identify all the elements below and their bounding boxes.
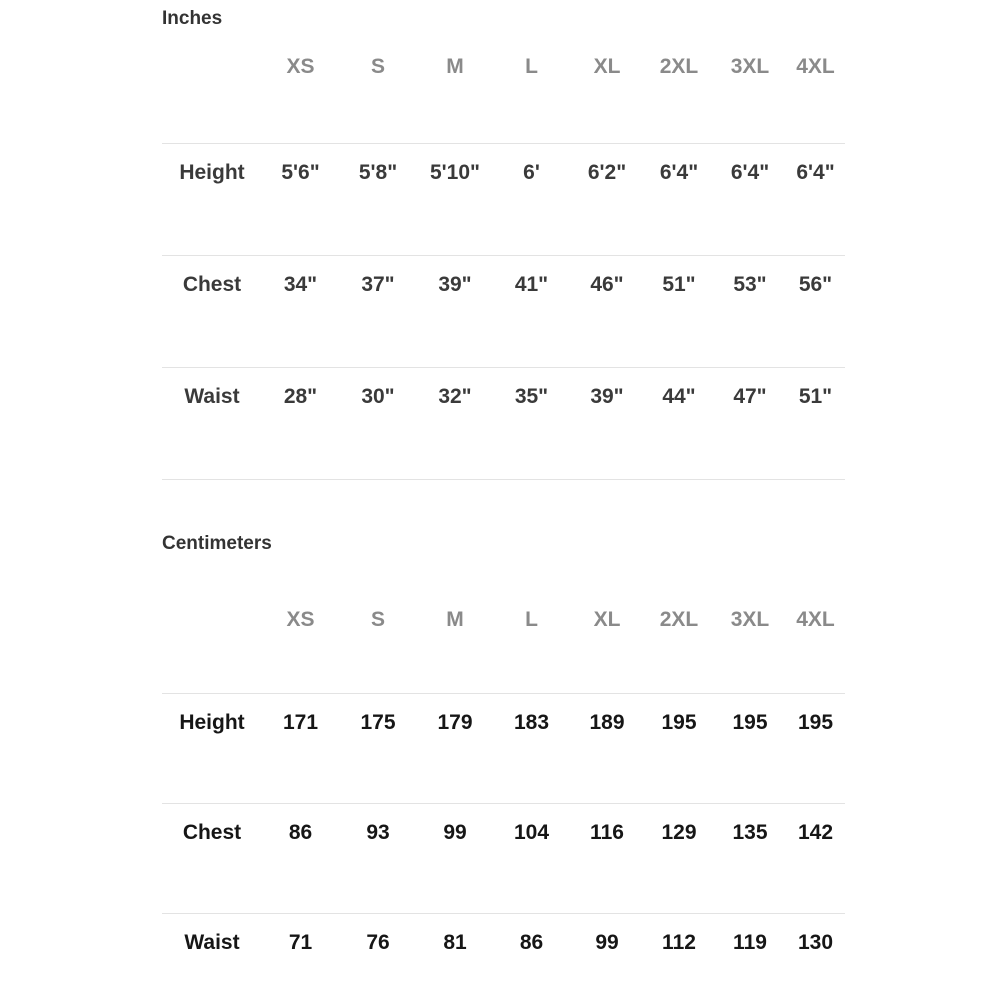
size-column-header-xs: XS <box>286 55 315 78</box>
size-value-cell: 76 <box>339 913 417 1000</box>
size-value-cell: 51" <box>786 367 845 480</box>
centimeters-table: XS S M L XL 2XL 3XL 4XL Height 171 175 1… <box>162 554 845 1000</box>
size-header-row: XS S M L XL 2XL 3XL 4XL <box>162 554 845 694</box>
size-value-cell: 41" <box>493 255 570 368</box>
measurement-row-label: Chest <box>162 803 262 914</box>
inches-table-title: Inches <box>162 8 223 29</box>
size-value-cell: 34" <box>262 255 339 368</box>
size-column-header-s: S <box>370 55 385 78</box>
size-value-cell: 93 <box>339 803 417 914</box>
size-column-header-4xl: 4XL <box>796 608 835 631</box>
size-value-cell: 195 <box>786 693 845 804</box>
table-row-waist: Waist 28" 30" 32" 35" 39" 44" 47" 51" <box>162 367 845 480</box>
size-column-header-l: L <box>525 608 538 631</box>
size-column-header-xl: XL <box>593 608 621 631</box>
size-value-cell: 142 <box>786 803 845 914</box>
corner-spacer <box>162 554 262 694</box>
size-value-cell: 195 <box>714 693 786 804</box>
size-value-cell: 35" <box>493 367 570 480</box>
size-header-row: XS S M L XL 2XL 3XL 4XL <box>162 29 845 144</box>
size-value-cell: 119 <box>714 913 786 1000</box>
size-value-cell: 86 <box>262 803 339 914</box>
size-value-cell: 135 <box>714 803 786 914</box>
size-value-cell: 53" <box>714 255 786 368</box>
corner-spacer <box>162 29 262 144</box>
size-value-cell: 183 <box>493 693 570 804</box>
size-value-cell: 99 <box>570 913 644 1000</box>
measurement-row-label: Waist <box>162 367 262 480</box>
size-column-header-s: S <box>370 608 385 631</box>
table-row-height: Height 171 175 179 183 189 195 195 195 <box>162 693 845 804</box>
size-column-header-xs: XS <box>286 608 315 631</box>
size-value-cell: 171 <box>262 693 339 804</box>
size-value-cell: 104 <box>493 803 570 914</box>
size-value-cell: 130 <box>786 913 845 1000</box>
size-value-cell: 56" <box>786 255 845 368</box>
table-row-chest: Chest 86 93 99 104 116 129 135 142 <box>162 803 845 914</box>
size-value-cell: 129 <box>644 803 714 914</box>
size-value-cell: 81 <box>417 913 493 1000</box>
size-value-cell: 44" <box>644 367 714 480</box>
size-value-cell: 32" <box>417 367 493 480</box>
size-value-cell: 116 <box>570 803 644 914</box>
size-value-cell: 175 <box>339 693 417 804</box>
size-value-cell: 99 <box>417 803 493 914</box>
size-column-header-3xl: 3XL <box>730 608 770 631</box>
size-value-cell: 6'4" <box>644 143 714 256</box>
size-value-cell: 39" <box>417 255 493 368</box>
size-value-cell: 28" <box>262 367 339 480</box>
centimeters-table-title: Centimeters <box>162 533 272 554</box>
table-row-chest: Chest 34" 37" 39" 41" 46" 51" 53" 56" <box>162 255 845 368</box>
size-guide-panel: Inches XS S M L XL 2XL 3XL 4XL Height 5'… <box>162 0 845 1000</box>
size-column-header-l: L <box>525 55 538 78</box>
size-value-cell: 6'4" <box>786 143 845 256</box>
size-value-cell: 189 <box>570 693 644 804</box>
size-column-header-2xl: 2XL <box>659 608 699 631</box>
size-value-cell: 47" <box>714 367 786 480</box>
size-column-header-xl: XL <box>593 55 621 78</box>
size-value-cell: 179 <box>417 693 493 804</box>
table-row-height: Height 5'6" 5'8" 5'10" 6' 6'2" 6'4" 6'4"… <box>162 143 845 256</box>
size-column-header-m: M <box>446 55 464 78</box>
inches-table: XS S M L XL 2XL 3XL 4XL Height 5'6" 5'8"… <box>162 29 845 480</box>
size-value-cell: 112 <box>644 913 714 1000</box>
size-value-cell: 39" <box>570 367 644 480</box>
measurement-row-label: Height <box>162 693 262 804</box>
measurement-row-label: Waist <box>162 913 262 1000</box>
size-value-cell: 71 <box>262 913 339 1000</box>
size-value-cell: 30" <box>339 367 417 480</box>
size-column-header-4xl: 4XL <box>796 55 835 78</box>
size-column-header-m: M <box>446 608 464 631</box>
size-value-cell: 6'4" <box>714 143 786 256</box>
size-value-cell: 6' <box>493 143 570 256</box>
size-value-cell: 5'6" <box>262 143 339 256</box>
size-value-cell: 46" <box>570 255 644 368</box>
size-value-cell: 86 <box>493 913 570 1000</box>
size-value-cell: 5'10" <box>417 143 493 256</box>
size-value-cell: 51" <box>644 255 714 368</box>
table-row-waist: Waist 71 76 81 86 99 112 119 130 <box>162 913 845 1000</box>
size-value-cell: 195 <box>644 693 714 804</box>
measurement-row-label: Height <box>162 143 262 256</box>
size-value-cell: 6'2" <box>570 143 644 256</box>
size-value-cell: 5'8" <box>339 143 417 256</box>
measurement-row-label: Chest <box>162 255 262 368</box>
size-value-cell: 37" <box>339 255 417 368</box>
size-column-header-3xl: 3XL <box>730 55 770 78</box>
size-column-header-2xl: 2XL <box>659 55 699 78</box>
